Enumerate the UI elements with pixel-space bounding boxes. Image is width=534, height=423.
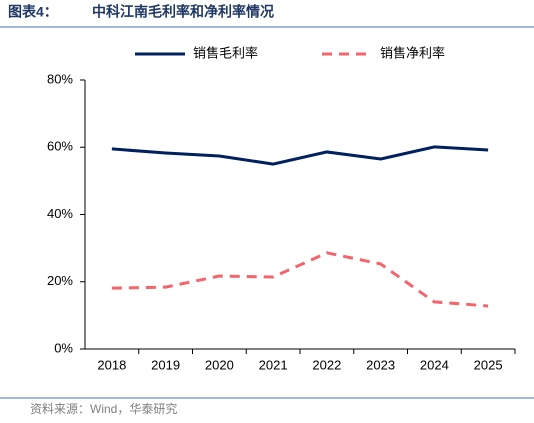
source-note: 资料来源：Wind，华泰研究 bbox=[30, 401, 177, 416]
x-tick-label: 2020 bbox=[205, 357, 234, 372]
x-tick-label: 2021 bbox=[259, 357, 288, 372]
y-tick-label: 60% bbox=[47, 139, 73, 154]
chart-title: 中科江南毛利率和净利率情况 bbox=[92, 4, 274, 20]
legend-label: 销售毛利率 bbox=[193, 45, 258, 60]
y-tick-label: 40% bbox=[47, 206, 73, 221]
legend-label: 销售净利率 bbox=[380, 45, 445, 60]
series-line bbox=[111, 251, 489, 308]
x-tick-label: 2023 bbox=[366, 357, 395, 372]
x-tick-label: 2022 bbox=[312, 357, 341, 372]
figure-label: 图表4： bbox=[8, 4, 58, 20]
y-tick-label: 0% bbox=[54, 340, 73, 355]
x-tick-label: 2024 bbox=[420, 357, 449, 372]
y-tick-label: 20% bbox=[47, 273, 73, 288]
y-tick-label: 80% bbox=[47, 71, 73, 86]
x-tick-label: 2025 bbox=[474, 357, 503, 372]
x-tick-label: 2018 bbox=[97, 357, 126, 372]
series-line bbox=[111, 145, 489, 166]
x-tick-label: 2019 bbox=[151, 357, 180, 372]
